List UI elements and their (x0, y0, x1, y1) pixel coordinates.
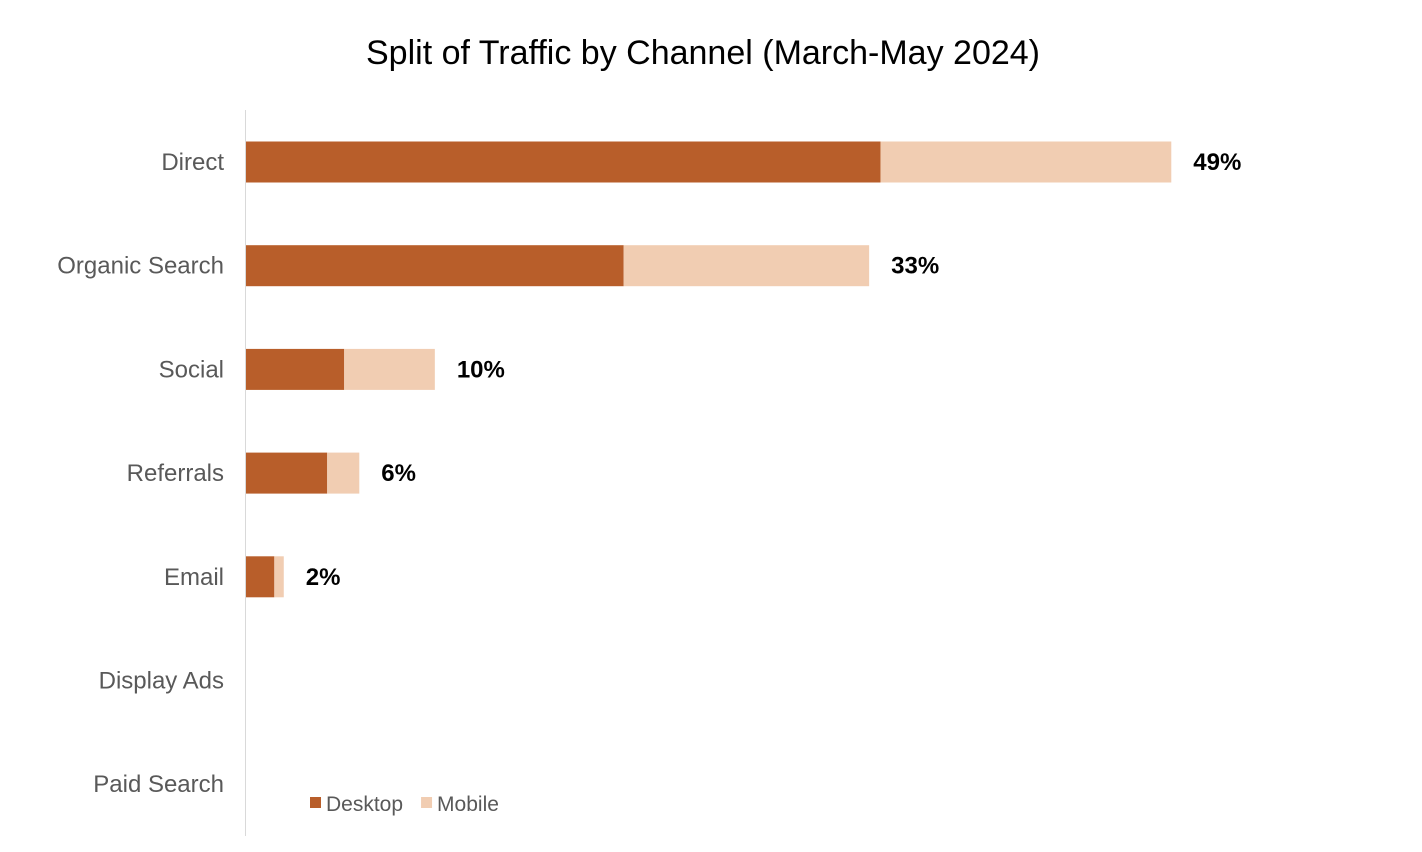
bar-desktop-social (246, 348, 345, 390)
data-label-social: 10% (457, 356, 505, 383)
legend-swatch-mobile (421, 797, 433, 808)
data-label-referrals: 6% (381, 460, 416, 487)
legend-swatch-desktop (310, 797, 321, 808)
bar-mobile-referrals (327, 452, 360, 494)
bar-mobile-email (274, 556, 284, 598)
category-label-display-ads: Display Ads (99, 668, 224, 695)
category-label-direct: Direct (161, 149, 224, 176)
bar-desktop-organic-search (246, 245, 624, 287)
bar-mobile-direct (880, 141, 1172, 183)
legend-label-mobile: Mobile (437, 793, 499, 816)
legend-label-desktop: Desktop (326, 793, 403, 816)
bar-mobile-social (344, 348, 435, 390)
category-label-social: Social (159, 356, 224, 383)
bar-desktop-email (246, 556, 275, 598)
category-label-referrals: Referrals (127, 460, 224, 487)
bar-mobile-organic-search (623, 245, 870, 287)
category-label-paid-search: Paid Search (93, 771, 224, 798)
category-label-email: Email (164, 564, 224, 591)
labels-layer: Direct 49% Organic Search 33% Social 10% Refer… (57, 149, 1241, 798)
data-label-direct: 49% (1193, 149, 1241, 176)
bar-desktop-direct (246, 141, 881, 183)
bar-desktop-referrals (246, 452, 328, 494)
chart-title: Split of Traffic by Channel (March-May 2… (366, 34, 1040, 72)
data-label-organic-search: 33% (891, 253, 939, 280)
data-label-email: 2% (306, 564, 341, 591)
bars-layer (246, 141, 1172, 598)
legend: Desktop Mobile (310, 793, 499, 816)
category-label-organic-search: Organic Search (57, 253, 224, 280)
